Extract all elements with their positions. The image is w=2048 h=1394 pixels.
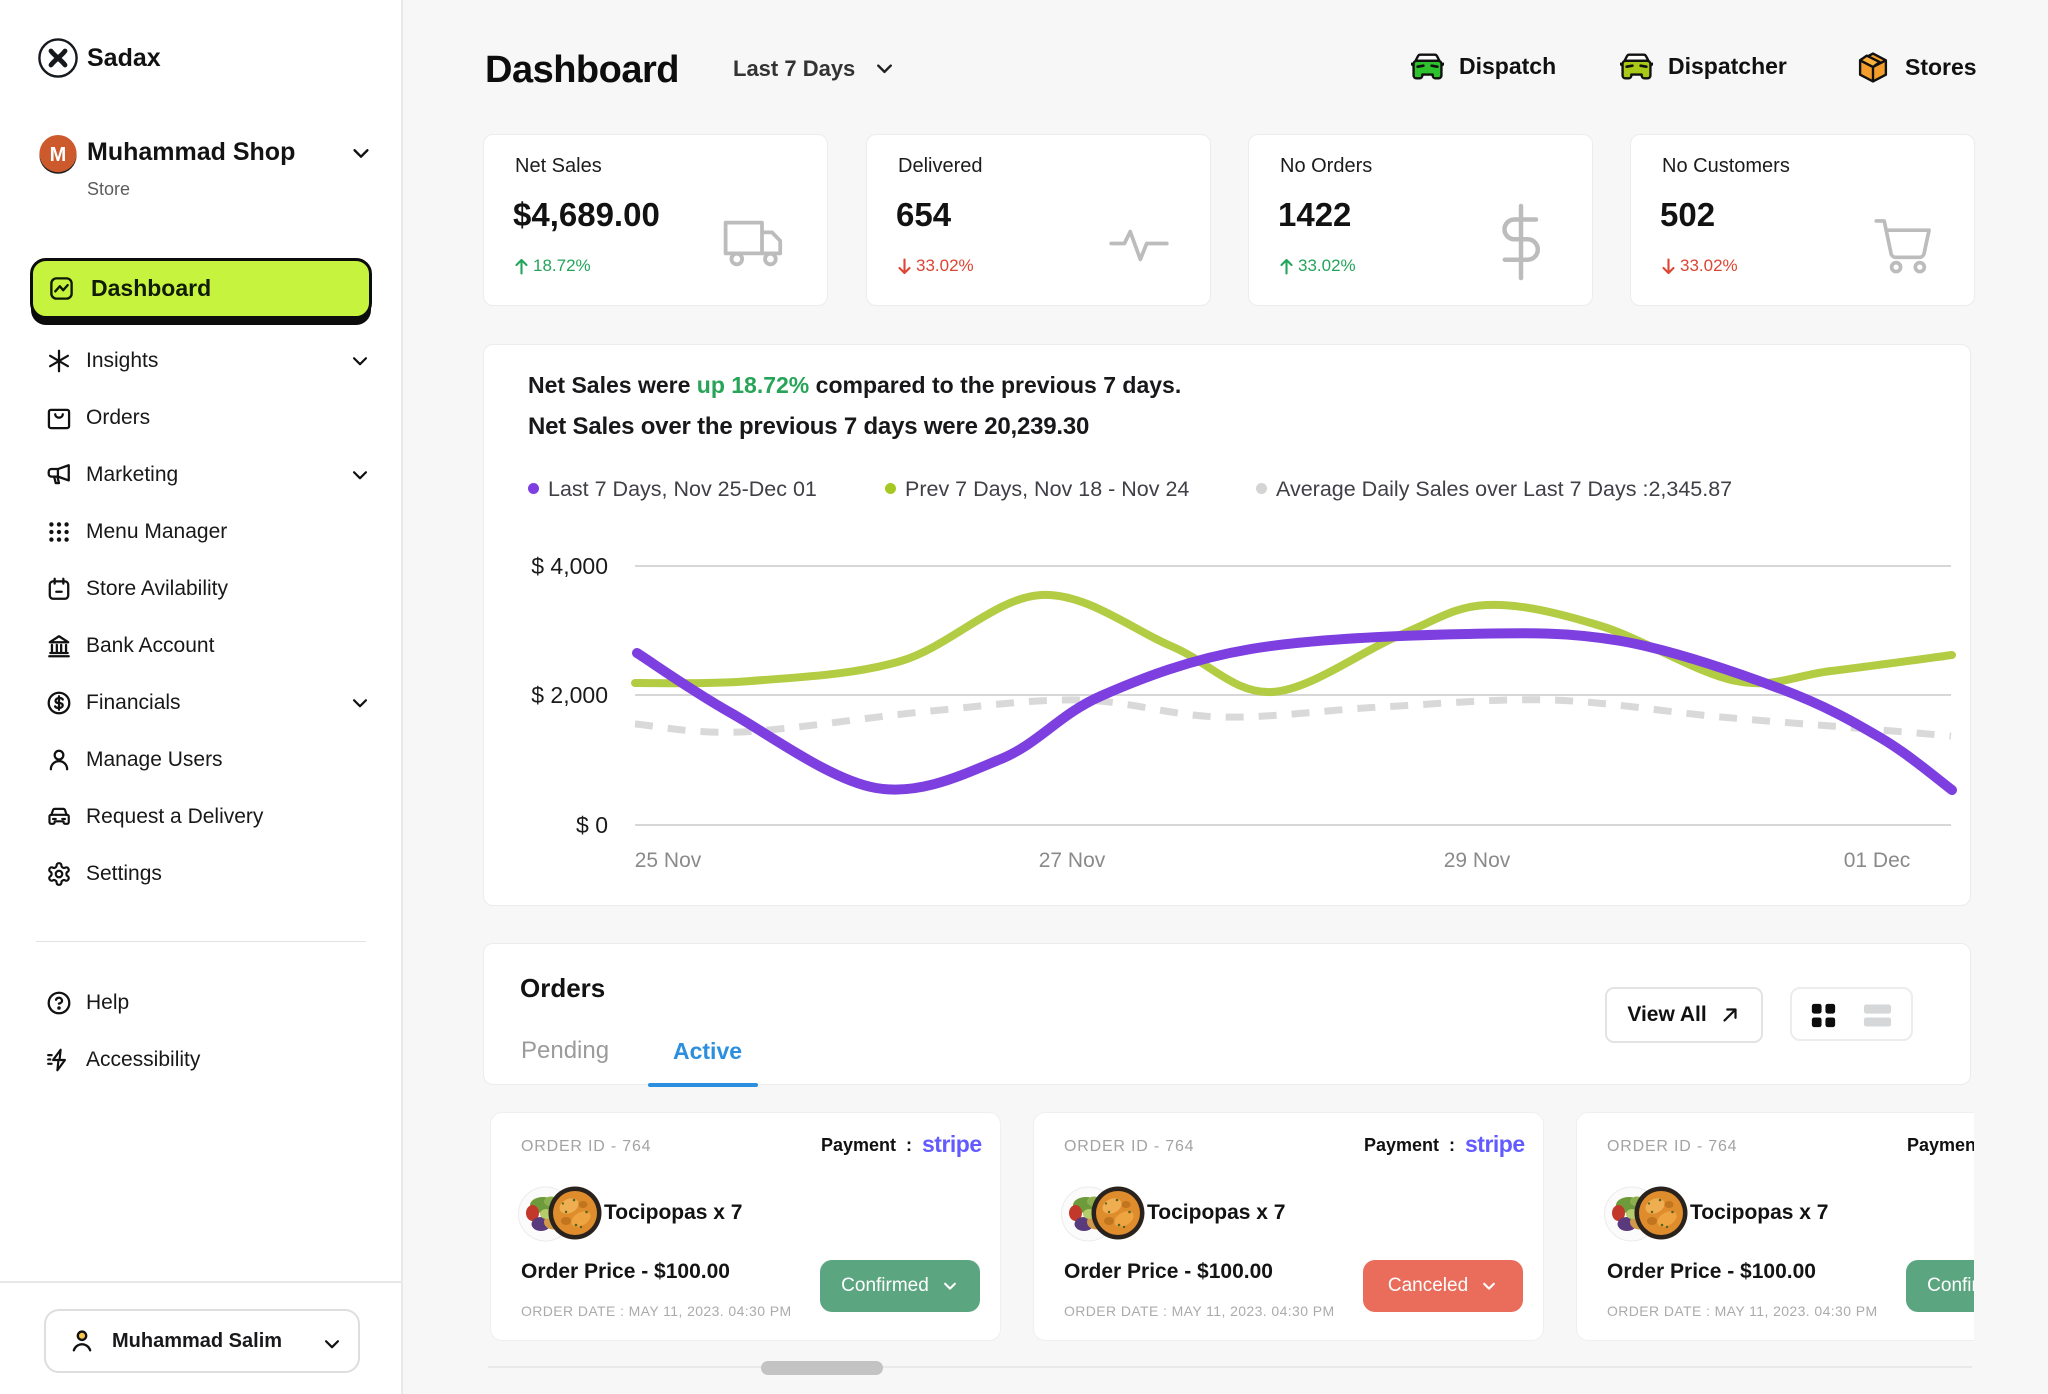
svg-text:M: M <box>50 144 67 166</box>
